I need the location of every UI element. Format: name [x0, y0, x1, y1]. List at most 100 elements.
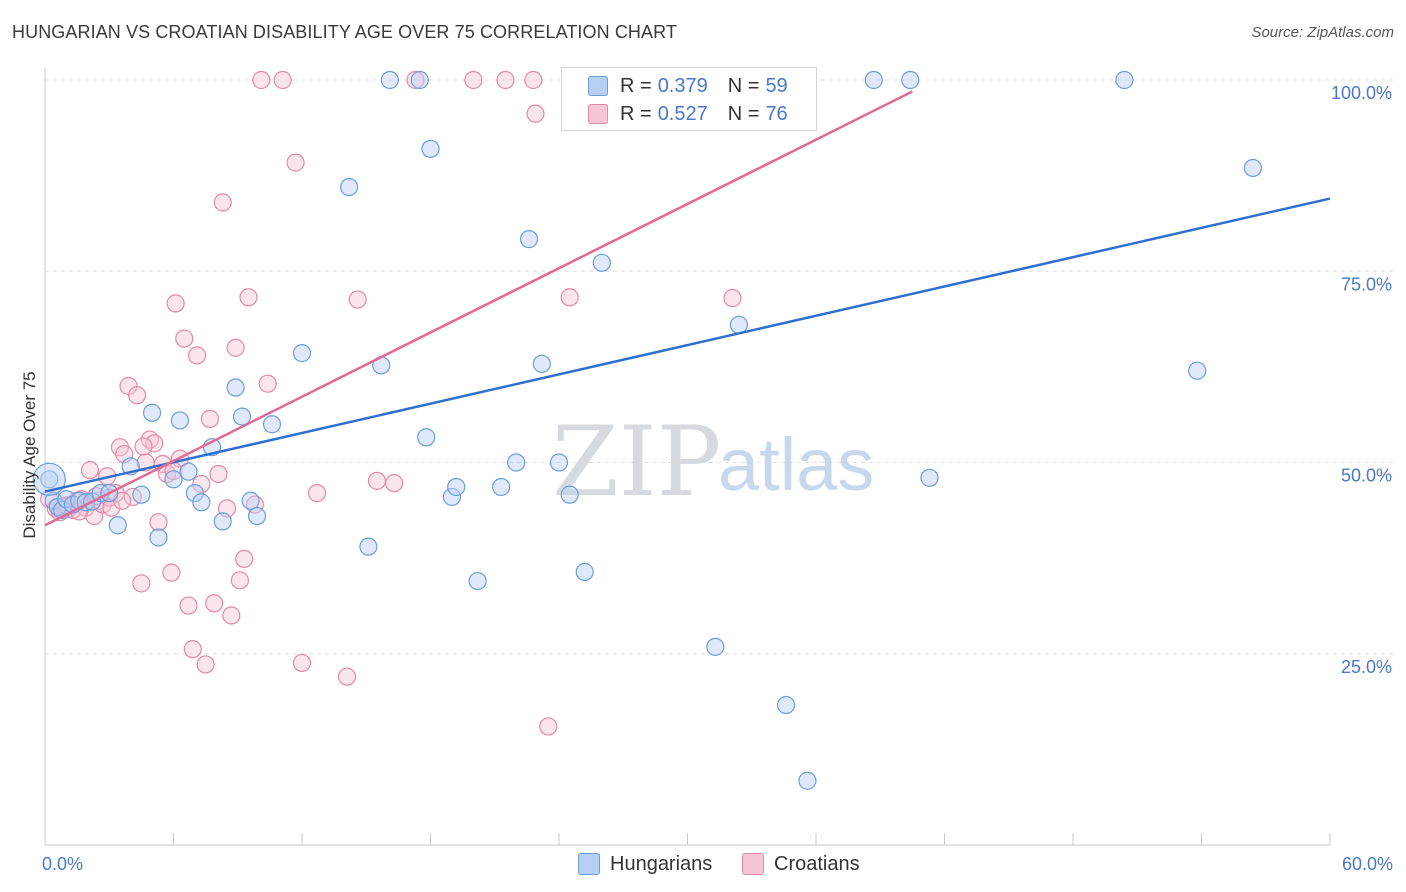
legend-swatch-hungarians [588, 76, 608, 96]
point-hungarians [192, 493, 211, 512]
point-hungarians [241, 491, 260, 510]
point-croatians [524, 70, 543, 90]
point-croatians [175, 329, 194, 348]
trend-line-croatians [44, 90, 913, 527]
point-croatians [307, 484, 327, 503]
point-croatians [187, 346, 207, 365]
legend-n-label: N = [727, 102, 760, 125]
point-hungarians [560, 485, 579, 504]
point-hungarians [468, 571, 487, 591]
x-tick-label: 0.0% [42, 854, 83, 874]
point-croatians [102, 498, 121, 517]
point-hungarians [549, 453, 569, 472]
watermark-zip: ZIP [552, 406, 721, 518]
point-croatians [235, 549, 254, 568]
point-hungarians [920, 468, 939, 487]
point-hungarians [519, 230, 539, 249]
point-hungarians [359, 537, 378, 556]
point-hungarians [798, 771, 817, 790]
y-tick-label: 100.0% [1331, 83, 1392, 103]
point-hungarians [262, 415, 282, 434]
point-croatians [239, 288, 258, 307]
point-croatians [230, 571, 249, 590]
point-hungarians [142, 403, 162, 422]
point-hungarians [901, 70, 920, 90]
point-hungarians [492, 477, 511, 497]
point-croatians [213, 193, 232, 212]
legend-r-value-hungarians: 0.379 [657, 74, 708, 97]
point-hungarians [149, 528, 168, 547]
point-hungarians [179, 462, 198, 481]
legend-r-label: R = [620, 102, 652, 125]
legend-n-label: N = [727, 74, 760, 97]
point-hungarians [507, 453, 526, 472]
point-croatians [539, 717, 558, 736]
legend-r-label: R = [620, 74, 652, 97]
point-croatians [252, 70, 271, 90]
y-axis-label: Disability Age Over 75 [20, 371, 39, 538]
point-croatians [134, 437, 153, 456]
watermark: ZIP atlas [552, 406, 874, 518]
point-croatians [348, 290, 367, 309]
point-hungarians [864, 70, 883, 90]
series-name-croatians: Croatians [774, 852, 860, 875]
point-hungarians [421, 139, 440, 158]
point-croatians [209, 464, 228, 484]
point-hungarians [232, 407, 252, 426]
point-croatians [127, 386, 147, 405]
point-croatians [384, 474, 404, 493]
series-name-hungarians: Hungarians [610, 852, 713, 875]
legend-row-croatians: R = 0.527 N = 76 [562, 99, 788, 129]
point-hungarians [340, 178, 359, 197]
point-croatians [192, 474, 211, 494]
point-croatians [226, 338, 245, 357]
legend-row-hungarians: R = 0.379 N = 59 [562, 71, 788, 101]
point-hungarians [410, 70, 429, 90]
point-croatians [464, 70, 483, 90]
point-hungarians [247, 506, 267, 526]
chart-title: HUNGARIAN VS CROATIAN DISABILITY AGE OVE… [12, 22, 678, 42]
point-hungarians [164, 470, 183, 489]
legend-n-value-hungarians: 59 [765, 74, 788, 97]
point-croatians [526, 104, 545, 123]
point-croatians [292, 653, 312, 673]
point-hungarians [776, 695, 796, 715]
point-hungarians [706, 637, 725, 656]
point-croatians [80, 461, 100, 480]
point-croatians [179, 596, 198, 615]
point-croatians [196, 655, 215, 674]
point-hungarians [108, 516, 127, 535]
correlation-legend: R = 0.379 N = 59 R = 0.527 N = 76 [561, 67, 817, 131]
point-croatians [258, 374, 277, 393]
point-hungarians [292, 344, 312, 363]
point-hungarians-cluster [32, 462, 66, 496]
point-croatians [406, 70, 425, 90]
point-croatians [166, 294, 185, 313]
chart-source: Source: ZipAtlas.com [1251, 24, 1394, 41]
point-hungarians [592, 253, 611, 272]
point-croatians [162, 563, 181, 582]
axes: 25.0% 50.0% 75.0% 100.0% 0.0% 60.0% [42, 68, 1393, 874]
point-croatians [723, 288, 742, 308]
point-croatians [496, 70, 515, 90]
point-hungarians [1243, 158, 1263, 178]
point-croatians [183, 640, 202, 659]
point-croatians [132, 574, 151, 593]
legend-swatch-croatians [588, 104, 608, 124]
point-croatians [337, 667, 357, 686]
point-hungarians [132, 485, 151, 504]
series-legend-croatians: Croatians [742, 850, 860, 878]
legend-r-value-croatians: 0.527 [657, 102, 708, 125]
legend-n-value-croatians: 76 [765, 102, 788, 125]
point-croatians [205, 594, 224, 613]
point-hungarians [442, 487, 462, 507]
point-hungarians [575, 562, 594, 581]
y-tick-label: 75.0% [1341, 274, 1392, 294]
y-tick-label: 25.0% [1341, 657, 1392, 677]
series-swatch-croatians [742, 853, 764, 875]
point-hungarians [380, 70, 399, 90]
point-croatians [273, 70, 292, 90]
x-tick-label: 60.0% [1342, 854, 1393, 874]
point-hungarians [226, 378, 245, 397]
